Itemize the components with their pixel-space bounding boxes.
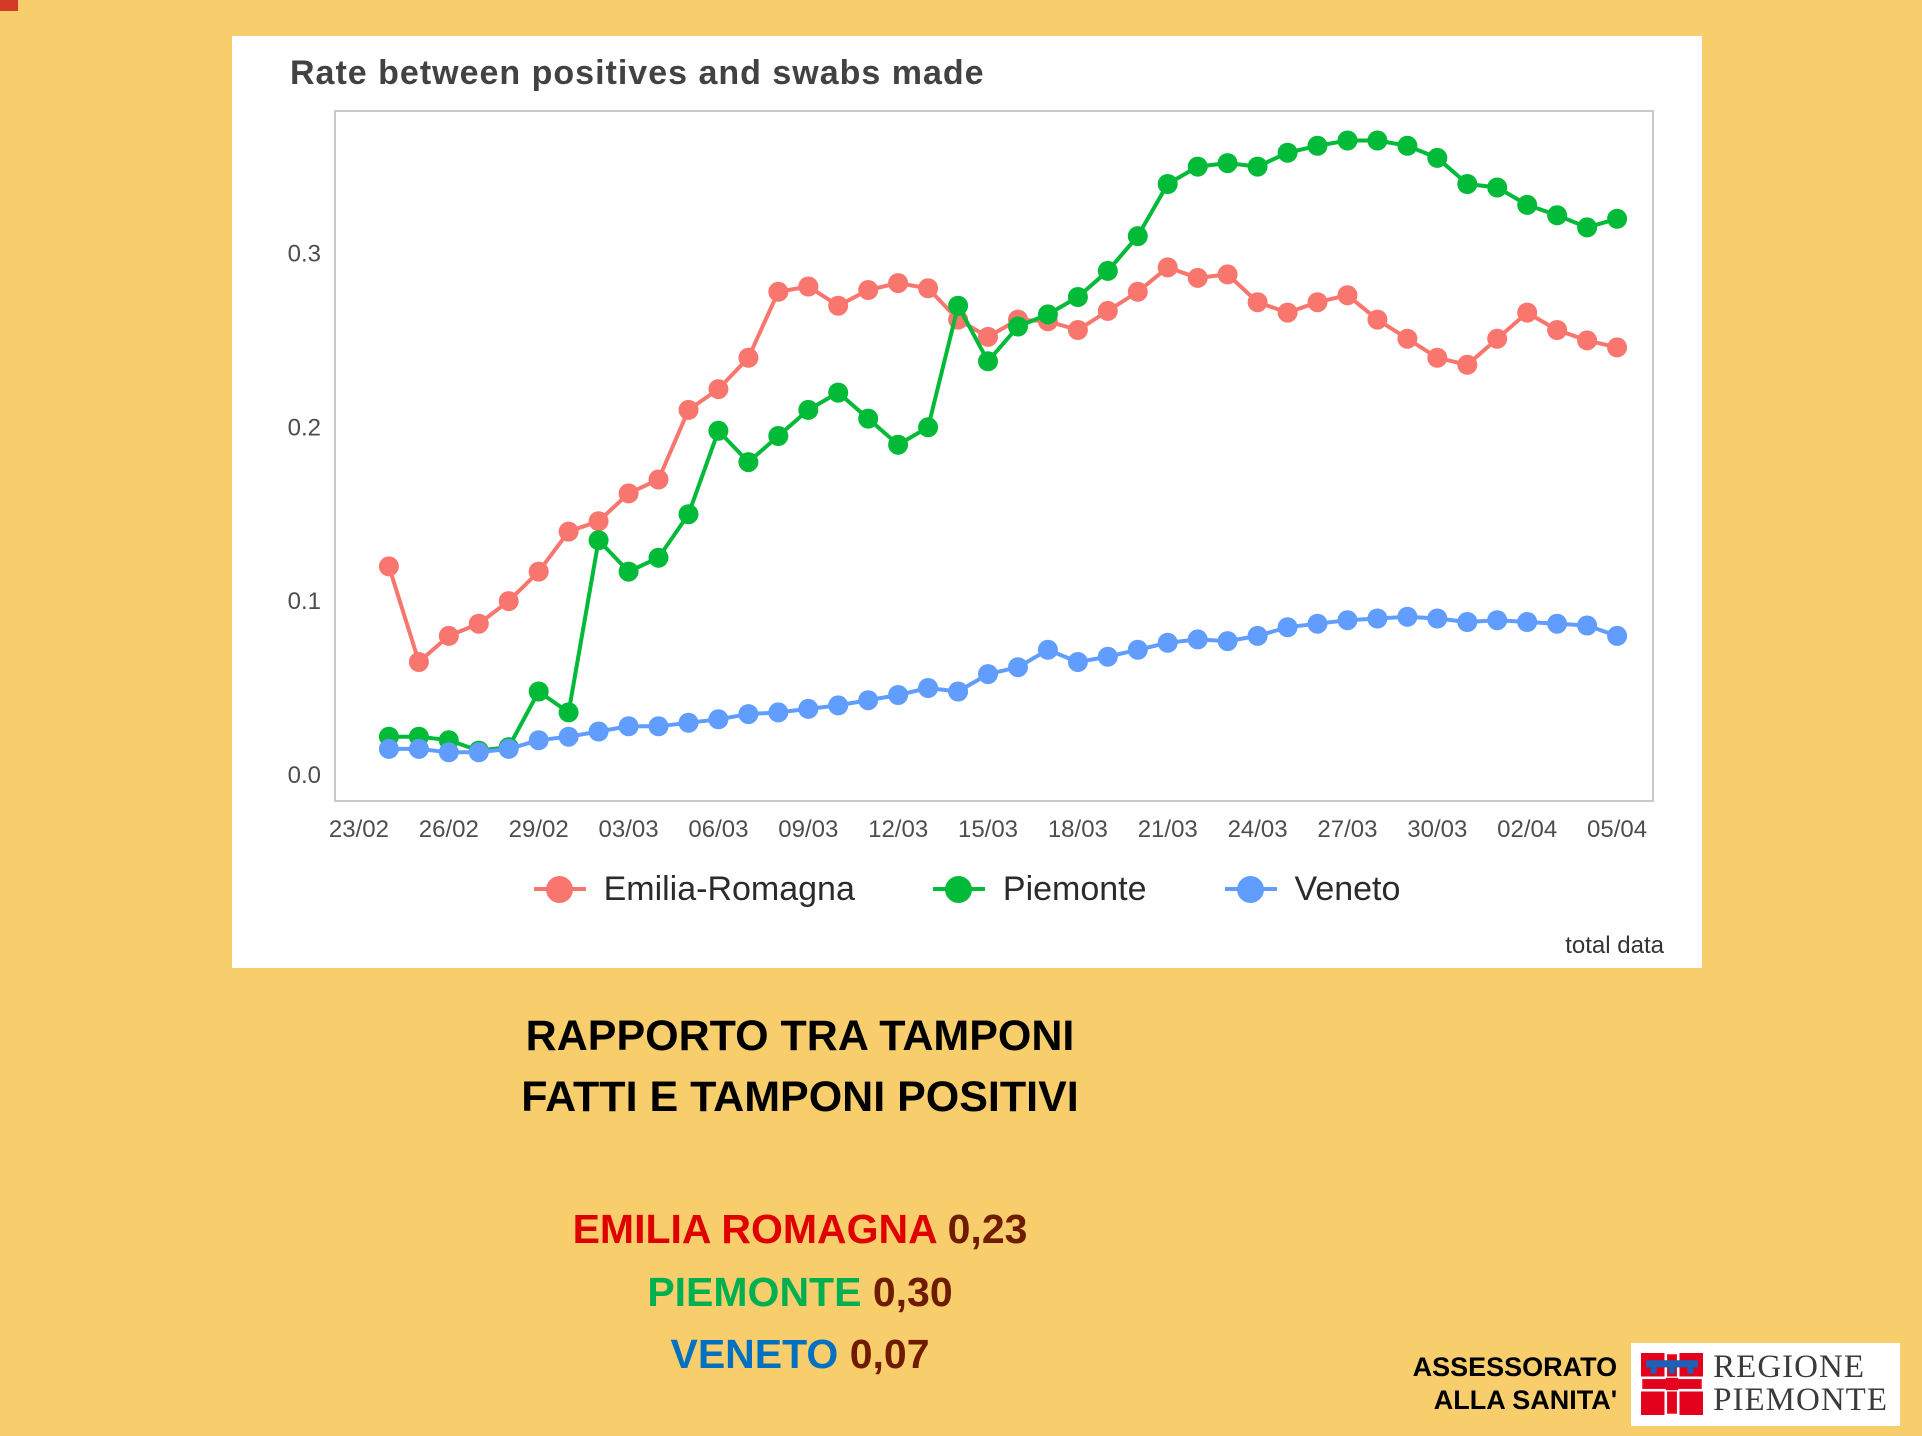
legend-item-emilia-romagna: Emilia-Romagna	[533, 869, 855, 909]
assessorato-line-1: ASSESSORATO	[1412, 1352, 1618, 1383]
legend-label-emilia-romagna: Emilia-Romagna	[603, 869, 855, 908]
svg-text:27/03: 27/03	[1317, 816, 1377, 843]
svg-text:0.3: 0.3	[288, 241, 321, 268]
piemonte-coat-of-arms-icon	[1641, 1353, 1704, 1416]
svg-text:02/04: 02/04	[1497, 816, 1557, 843]
regione-piemonte-logo: REGIONE PIEMONTE	[1631, 1342, 1900, 1426]
caption-line-2: FATTI E TAMPONI POSITIVI	[521, 1073, 1079, 1122]
stat-label-emilia-romagna: EMILIA ROMAGNA	[572, 1206, 937, 1252]
corner-mark	[0, 0, 18, 11]
svg-text:26/02: 26/02	[419, 816, 479, 843]
svg-text:30/03: 30/03	[1407, 816, 1467, 843]
legend-item-veneto: Veneto	[1224, 869, 1401, 909]
legend-key-veneto-icon	[1224, 875, 1277, 903]
svg-text:29/02: 29/02	[509, 816, 569, 843]
stat-label-veneto: VENETO	[670, 1331, 839, 1378]
svg-text:09/03: 09/03	[778, 816, 838, 843]
legend-label-veneto: Veneto	[1294, 869, 1401, 908]
svg-text:0.1: 0.1	[288, 588, 321, 615]
svg-text:18/03: 18/03	[1048, 816, 1108, 843]
logo-line-2: PIEMONTE	[1713, 1382, 1888, 1419]
svg-text:03/03: 03/03	[599, 816, 659, 843]
svg-text:06/03: 06/03	[688, 816, 748, 843]
rate-chart: 0.0 0.1 0.2 0.3 23/02 26/02 29/02 03/03 06/03 09/…	[288, 110, 1654, 843]
svg-text:15/03: 15/03	[958, 816, 1018, 843]
svg-text:0.0: 0.0	[288, 762, 321, 789]
chart-footnote: total data	[1565, 932, 1664, 959]
legend-label-piemonte: Piemonte	[1002, 869, 1147, 908]
stat-veneto: VENETO 0,07	[0, 1323, 1600, 1386]
svg-text:21/03: 21/03	[1138, 816, 1198, 843]
svg-text:0.2: 0.2	[288, 414, 321, 441]
legend-key-emilia-romagna-icon	[533, 875, 586, 903]
stat-value-veneto: 0,07	[849, 1331, 930, 1378]
caption-line-1: RAPPORTO TRA TAMPONI	[525, 1012, 1075, 1060]
svg-text:05/04: 05/04	[1587, 816, 1647, 843]
svg-text:12/03: 12/03	[868, 816, 928, 843]
chart-title: Rate between positives and swabs made	[290, 54, 985, 92]
svg-text:23/02: 23/02	[329, 816, 389, 843]
svg-text:24/03: 24/03	[1228, 816, 1288, 843]
stat-label-piemonte: PIEMONTE	[647, 1268, 862, 1315]
assessorato-text: ASSESSORATO ALLA SANITA'	[1413, 1351, 1618, 1417]
assessorato-line-2: ALLA SANITA'	[1433, 1385, 1618, 1416]
stat-piemonte: PIEMONTE 0,30	[0, 1261, 1600, 1324]
stat-emilia-romagna: EMILIA ROMAGNA 0,23	[0, 1198, 1600, 1261]
legend-item-piemonte: Piemonte	[932, 869, 1147, 909]
footer: ASSESSORATO ALLA SANITA' REGIONE PIEMONT…	[1413, 1342, 1900, 1426]
logo-text: REGIONE PIEMONTE	[1713, 1348, 1888, 1419]
stat-value-emilia-romagna: 0,23	[947, 1206, 1028, 1252]
legend-key-piemonte-icon	[932, 875, 985, 903]
stats-block: EMILIA ROMAGNA 0,23 PIEMONTE 0,30 VENETO…	[0, 1198, 1600, 1386]
caption-title: RAPPORTO TRA TAMPONI FATTI E TAMPONI POS…	[0, 1006, 1600, 1128]
chart-panel: Rate between positives and swabs made 0.…	[232, 36, 1702, 968]
chart-legend: Emilia-Romagna Piemonte Veneto	[232, 863, 1702, 915]
logo-line-1: REGIONE	[1713, 1348, 1865, 1385]
stat-value-piemonte: 0,30	[872, 1268, 953, 1315]
